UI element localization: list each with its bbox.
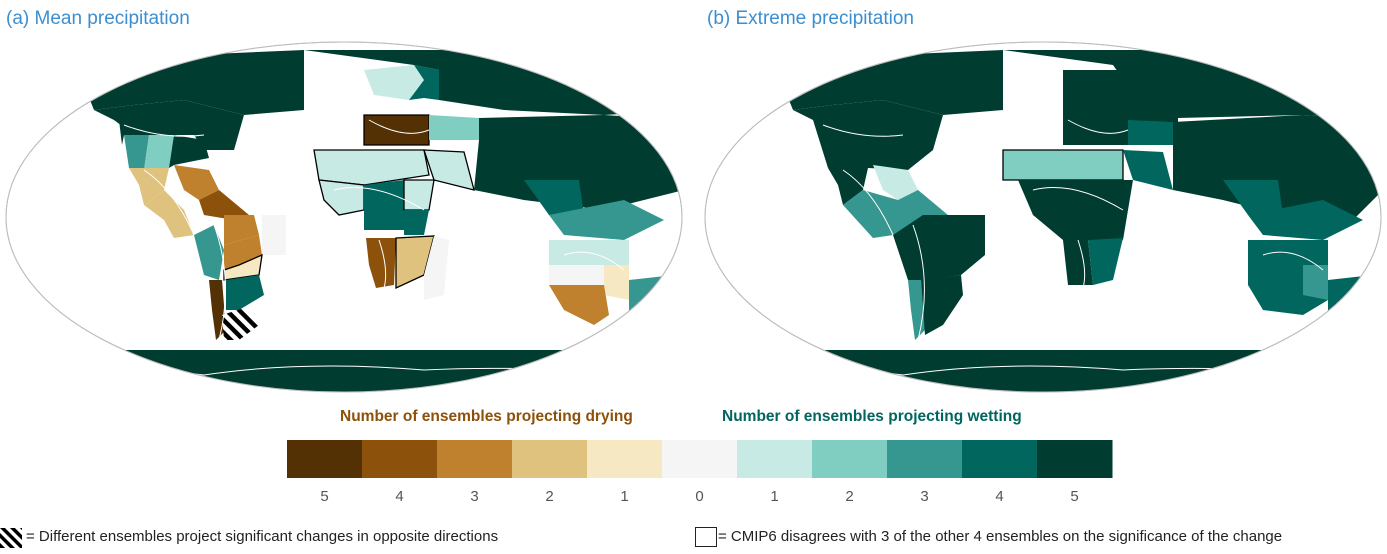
region-africa-central bbox=[1018, 180, 1133, 240]
outline-box-icon bbox=[695, 527, 717, 547]
region-mexico bbox=[144, 190, 194, 238]
hatch-note: = Different ensembles project significan… bbox=[26, 528, 499, 545]
map-mean-precipitation bbox=[5, 41, 683, 393]
region-south-asia bbox=[1223, 180, 1283, 215]
colorbar-tick-label: 0 bbox=[695, 488, 704, 505]
colorbar-swatch bbox=[362, 440, 438, 478]
region-caribbean bbox=[174, 165, 219, 200]
region-waf bbox=[318, 179, 365, 216]
colorbar-tick-label: 4 bbox=[395, 488, 404, 505]
colorbar-swatch bbox=[437, 440, 513, 478]
region-north-america-north bbox=[94, 100, 244, 150]
region-sse bbox=[226, 275, 264, 310]
region-south-america-north bbox=[893, 215, 985, 280]
panel-b-title: (b) Extreme precipitation bbox=[707, 8, 914, 29]
region-south-australia bbox=[549, 285, 609, 325]
colorbar-swatch bbox=[1037, 440, 1113, 478]
colorbar-swatch bbox=[962, 440, 1038, 478]
region-south-asia bbox=[524, 180, 584, 215]
region-sea-east-africa bbox=[404, 210, 429, 235]
region-southeast-asia bbox=[549, 200, 664, 240]
region-ne-brazil bbox=[262, 215, 286, 255]
box-note: = CMIP6 disagrees with 3 of the other 4 … bbox=[718, 528, 1283, 545]
region-central-australia bbox=[549, 265, 604, 285]
region-australia bbox=[1248, 240, 1328, 315]
region-madagascar-ocean bbox=[424, 236, 449, 300]
region-esaf bbox=[1088, 238, 1123, 285]
region-central-america bbox=[843, 190, 948, 238]
colorbar bbox=[287, 440, 1113, 478]
region-nwn-coast bbox=[119, 120, 134, 145]
region-antarctica bbox=[6, 350, 682, 392]
region-arabia bbox=[1123, 150, 1173, 190]
coastline bbox=[742, 119, 1344, 376]
colorbar-tick-label: 4 bbox=[995, 488, 1004, 505]
region-wna bbox=[124, 135, 149, 170]
region-ssa-hatched bbox=[222, 308, 259, 340]
map-extreme-precipitation bbox=[704, 41, 1382, 393]
region-east-australia bbox=[1303, 265, 1328, 300]
colorbar-tick-label: 2 bbox=[845, 488, 854, 505]
region-med bbox=[363, 114, 430, 146]
region-east-australia bbox=[604, 265, 629, 300]
region-ne-africa bbox=[403, 179, 435, 211]
colorbar-tick-label: 5 bbox=[1070, 488, 1079, 505]
region-nws bbox=[194, 225, 224, 280]
region-wce bbox=[429, 115, 479, 140]
region-mexico-north bbox=[129, 168, 169, 205]
region-south-america-central bbox=[223, 253, 263, 281]
region-asia bbox=[1173, 115, 1381, 230]
region-cna bbox=[144, 135, 174, 170]
colorbar-tick-label: 1 bbox=[620, 488, 629, 505]
legend-wetting-label: Number of ensembles projecting wetting bbox=[722, 408, 1022, 425]
colorbar-swatch bbox=[287, 440, 363, 478]
region-asia-central bbox=[474, 115, 682, 210]
legend-drying-label: Number of ensembles projecting drying bbox=[340, 408, 633, 425]
region-wsaf bbox=[366, 238, 396, 288]
hatch-swatch-icon bbox=[0, 528, 22, 548]
region-sam bbox=[224, 235, 262, 270]
colorbar-tick-label: 5 bbox=[320, 488, 329, 505]
region-north-europe bbox=[364, 65, 424, 100]
colorbar-tick-label: 1 bbox=[770, 488, 779, 505]
region-caf bbox=[364, 180, 404, 230]
region-southern-africa bbox=[1063, 240, 1093, 285]
region-southeast-asia bbox=[1248, 200, 1363, 240]
colorbar-swatch bbox=[887, 440, 963, 478]
coastline bbox=[43, 119, 645, 376]
colorbar-swatch bbox=[812, 440, 888, 478]
colorbar-tick-label: 3 bbox=[470, 488, 479, 505]
region-sahara bbox=[1002, 149, 1124, 181]
region-sse bbox=[921, 275, 963, 335]
region-sahara bbox=[313, 149, 430, 186]
region-ena bbox=[169, 135, 209, 168]
region-north-america bbox=[793, 100, 943, 170]
panel-a-title: (a) Mean precipitation bbox=[6, 8, 190, 29]
region-new-zealand bbox=[1328, 275, 1373, 330]
colorbar-swatch bbox=[662, 440, 738, 478]
colorbar-swatch bbox=[587, 440, 663, 478]
region-antarctica bbox=[705, 350, 1381, 392]
region-mexico-north bbox=[828, 168, 868, 205]
colorbar-swatch bbox=[512, 440, 588, 478]
colorbar-tick-label: 3 bbox=[920, 488, 929, 505]
region-north-atlantic-east bbox=[409, 65, 439, 100]
region-wce bbox=[1128, 120, 1173, 145]
region-caribbean bbox=[873, 165, 918, 200]
region-central-america bbox=[199, 190, 249, 220]
region-new-zealand bbox=[629, 275, 674, 330]
colorbar-tick-label: 2 bbox=[545, 488, 554, 505]
colorbar-swatch bbox=[737, 440, 813, 478]
